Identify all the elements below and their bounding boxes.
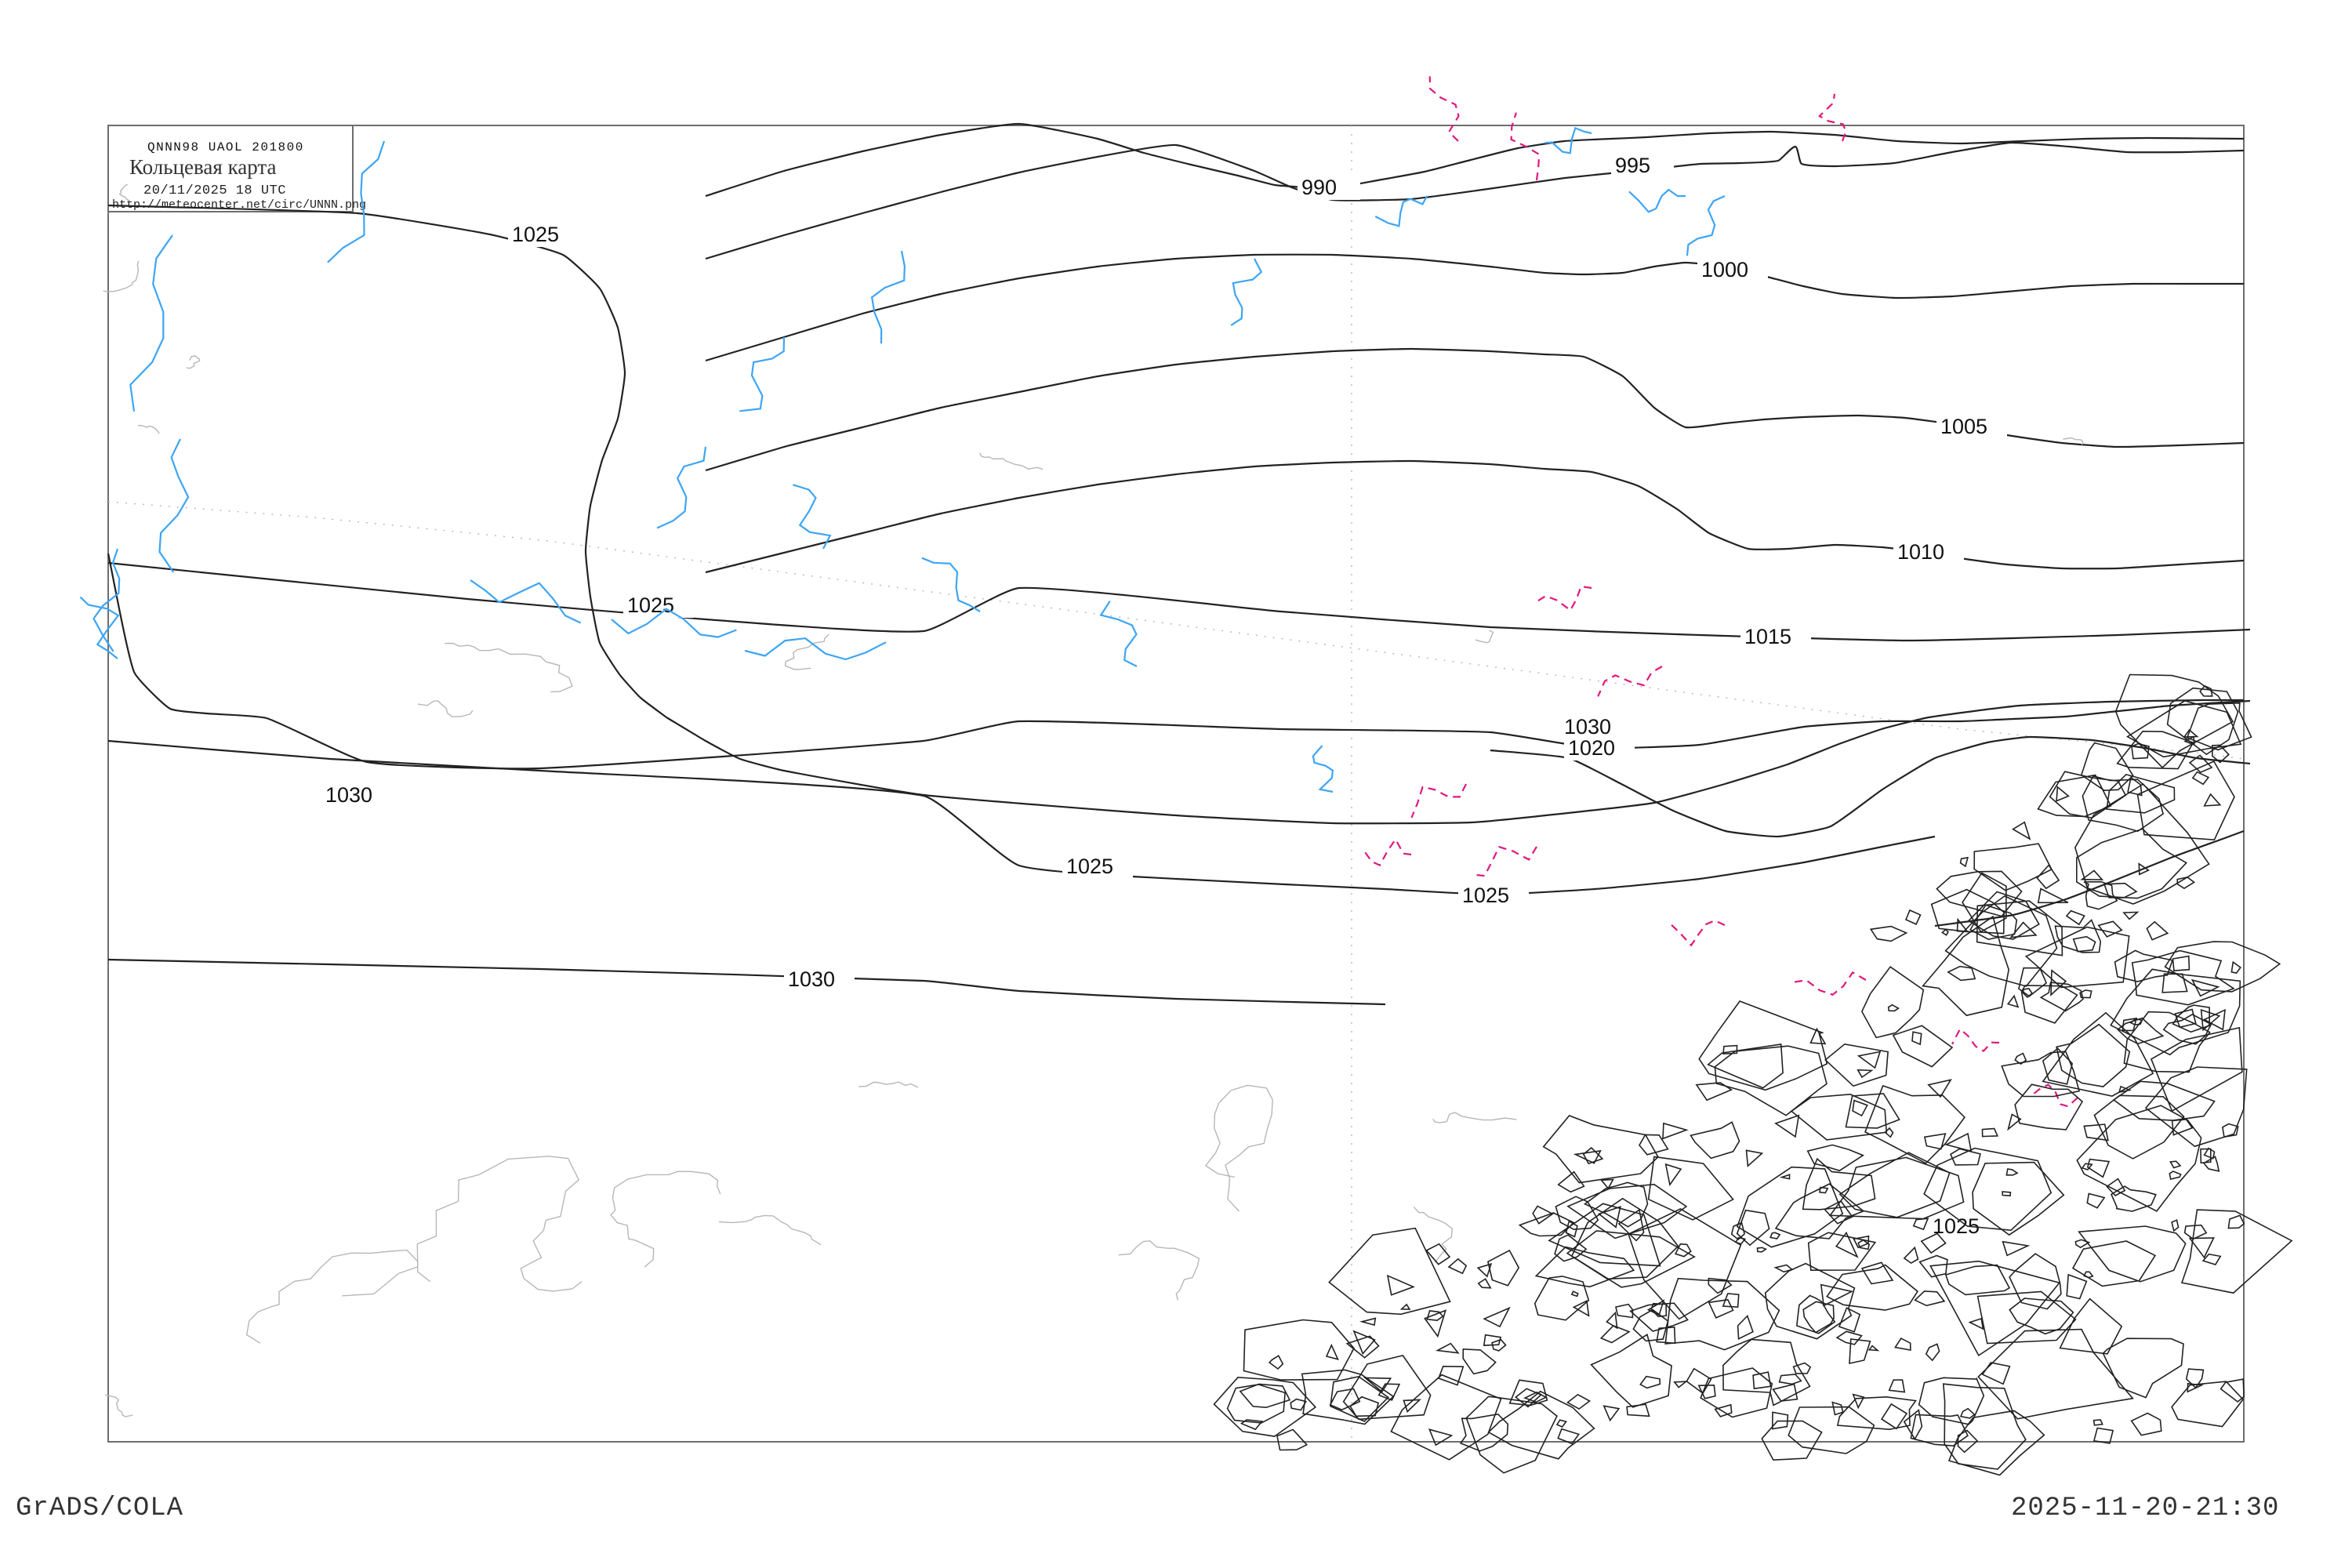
svg-text:1010: 1010: [1897, 540, 1944, 564]
svg-text:1025: 1025: [1462, 884, 1509, 907]
svg-text:1015: 1015: [1744, 625, 1791, 648]
svg-text:1025: 1025: [512, 223, 559, 246]
svg-text:1025: 1025: [1066, 855, 1113, 878]
svg-text:990: 990: [1301, 176, 1337, 199]
svg-text:QNNN98 UAOL 201800: QNNN98 UAOL 201800: [147, 140, 304, 154]
svg-text:20/11/2025 18 UTC: 20/11/2025 18 UTC: [143, 183, 286, 198]
svg-text:1030: 1030: [325, 783, 372, 807]
svg-text:1020: 1020: [1568, 736, 1615, 760]
svg-text:1000: 1000: [1701, 258, 1748, 281]
svg-text:1030: 1030: [1564, 715, 1611, 739]
svg-text:995: 995: [1615, 154, 1650, 177]
svg-text:1005: 1005: [1940, 415, 1987, 438]
svg-text:1025: 1025: [627, 593, 674, 617]
svg-text:1030: 1030: [788, 967, 835, 991]
svg-text:Кольцевая карта: Кольцевая карта: [129, 155, 277, 179]
